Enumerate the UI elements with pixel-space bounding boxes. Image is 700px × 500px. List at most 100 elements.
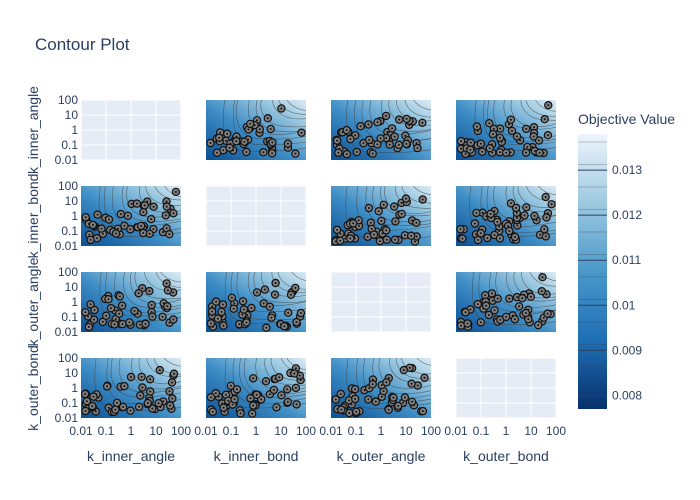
trial-point-center <box>143 204 146 207</box>
trial-point-center <box>165 200 168 203</box>
trial-point-center <box>222 149 225 152</box>
trial-point-center <box>460 140 463 143</box>
trial-point-center <box>250 307 253 309</box>
trial-point-center <box>479 321 482 324</box>
trial-point-center <box>485 215 488 218</box>
contour-line <box>105 272 181 317</box>
trial-points <box>206 364 305 418</box>
trial-point-center <box>280 394 283 397</box>
x-tick-label: 1 <box>128 424 135 438</box>
trial-point-center <box>300 131 303 134</box>
trial-point-center <box>459 228 462 231</box>
trial-point-center <box>162 400 165 403</box>
trial-point-center <box>270 316 273 319</box>
trial-point-center <box>110 307 112 310</box>
trial-point-center <box>298 374 301 377</box>
trial-point-center <box>368 138 371 141</box>
y-tick-label: 100 <box>58 179 78 193</box>
trial-point-center <box>260 398 263 401</box>
trial-point-center <box>405 197 407 200</box>
trial-point-center <box>485 304 488 307</box>
trial-point-center <box>484 294 487 297</box>
colorbar-tick-label: 0.013 <box>612 163 642 177</box>
trial-point-center <box>413 240 416 243</box>
trial-point-center <box>538 139 540 142</box>
contour-line <box>525 100 556 117</box>
contour-line <box>363 358 431 401</box>
x-axis-labels: k_inner_angle k_inner_bond k_outer_angle k_… <box>87 448 549 464</box>
trial-point-center <box>393 205 396 208</box>
x-tick-label: 0.1 <box>348 424 365 438</box>
y-tick-label: 100 <box>58 93 78 107</box>
trial-point-center <box>271 141 274 144</box>
trial-point-center <box>84 216 87 219</box>
trial-point-center <box>158 369 161 372</box>
trial-point-center <box>464 141 467 144</box>
trial-point-center <box>252 404 255 407</box>
trial-point-center <box>133 309 136 312</box>
trial-point-center <box>138 405 141 408</box>
trial-point-center <box>294 367 297 370</box>
trial-point-center <box>121 323 124 326</box>
trial-point-center <box>394 220 397 223</box>
trial-point-center <box>249 397 252 400</box>
trial-point-center <box>172 212 175 215</box>
trial-point-center <box>544 235 547 238</box>
trial-point-center <box>405 142 408 145</box>
trial-point-center <box>148 232 151 235</box>
trial-point-center <box>376 143 379 146</box>
subplot-k_inner_bond-vs-k_inner_bond <box>205 185 307 247</box>
trial-point-center <box>498 225 501 228</box>
trial-point-center <box>271 152 274 155</box>
trial-point-center <box>209 322 212 325</box>
contour-line <box>155 272 181 288</box>
trial-point-center <box>469 141 472 144</box>
trial-point-center <box>410 234 413 237</box>
trial-point-center <box>508 297 511 300</box>
trial-point-center <box>172 318 175 321</box>
trial-point-center <box>374 400 377 403</box>
trial-point-center <box>391 127 394 130</box>
trial-point-center <box>231 403 234 406</box>
trial-point-center <box>402 369 405 372</box>
subplot-k_inner_angle-vs-k_outer_bond <box>456 100 556 160</box>
trial-point-center <box>218 136 221 139</box>
trial-point-center <box>340 408 343 411</box>
x-tick-labels: 0.01 0.1 1 10 100 <box>444 424 566 438</box>
trial-point-center <box>87 326 90 328</box>
trial-point-center <box>105 314 108 317</box>
contour-line <box>260 272 306 297</box>
trial-point-center <box>339 239 342 242</box>
trial-point-center <box>150 218 153 221</box>
trial-point-center <box>171 397 174 400</box>
trial-point-center <box>241 313 244 316</box>
trial-point-center <box>295 321 298 324</box>
trial-points <box>81 279 178 332</box>
trial-point-center <box>385 229 388 232</box>
trial-point-center <box>403 396 406 399</box>
trial-point-center <box>496 297 499 300</box>
trial-point-center <box>118 295 121 298</box>
trial-point-center <box>287 311 290 314</box>
contour-line <box>160 272 181 283</box>
contour-line <box>134 272 181 300</box>
trial-point-center <box>85 400 88 403</box>
trial-point-center <box>411 400 414 403</box>
trial-point-center <box>290 293 292 296</box>
trial-point-center <box>378 240 381 243</box>
trial-point-center <box>476 303 479 306</box>
trial-point-center <box>171 381 173 384</box>
trial-point-center <box>173 372 175 375</box>
trial-point-center <box>107 406 110 409</box>
trial-point-center <box>84 393 87 395</box>
trial-point-center <box>166 289 169 292</box>
trial-point-center <box>214 392 217 395</box>
y-tick-label: 1 <box>71 381 78 395</box>
trial-point-center <box>354 388 357 391</box>
trial-point-center <box>149 390 152 393</box>
trial-point-center <box>123 224 126 227</box>
trial-point-center <box>238 323 241 326</box>
trial-point-center <box>368 387 371 390</box>
trial-point-center <box>523 214 526 217</box>
trial-point-center <box>294 286 297 289</box>
